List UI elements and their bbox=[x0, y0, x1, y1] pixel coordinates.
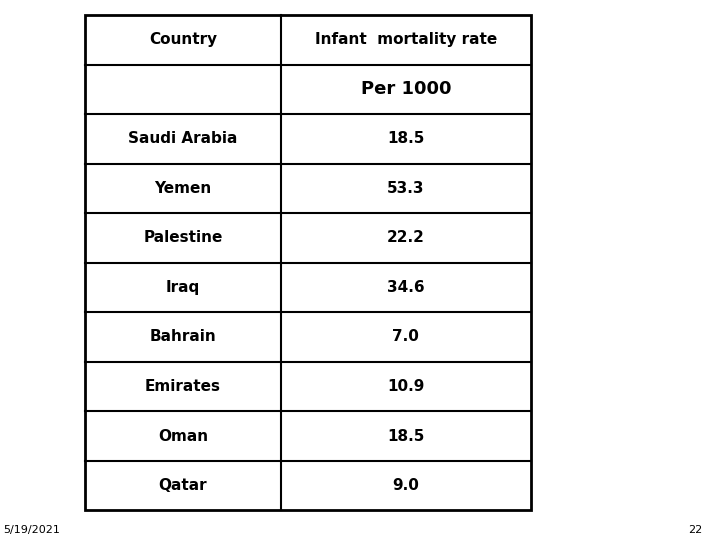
Text: 22.2: 22.2 bbox=[387, 231, 425, 246]
Text: Bahrain: Bahrain bbox=[150, 329, 217, 345]
Text: Oman: Oman bbox=[158, 429, 208, 443]
Text: Qatar: Qatar bbox=[158, 478, 207, 493]
Text: 18.5: 18.5 bbox=[387, 429, 425, 443]
Text: Emirates: Emirates bbox=[145, 379, 221, 394]
Text: Yemen: Yemen bbox=[154, 181, 212, 196]
Text: Iraq: Iraq bbox=[166, 280, 200, 295]
Text: Palestine: Palestine bbox=[143, 231, 222, 246]
Text: 7.0: 7.0 bbox=[392, 329, 419, 345]
Text: 34.6: 34.6 bbox=[387, 280, 425, 295]
Text: 22: 22 bbox=[688, 524, 702, 535]
Text: 10.9: 10.9 bbox=[387, 379, 425, 394]
Text: Infant  mortality rate: Infant mortality rate bbox=[315, 32, 497, 48]
Text: 5/19/2021: 5/19/2021 bbox=[4, 524, 60, 535]
Text: 9.0: 9.0 bbox=[392, 478, 419, 493]
Text: Country: Country bbox=[149, 32, 217, 48]
Text: Saudi Arabia: Saudi Arabia bbox=[128, 131, 238, 146]
Text: 53.3: 53.3 bbox=[387, 181, 425, 196]
Text: Per 1000: Per 1000 bbox=[361, 80, 451, 98]
Text: 18.5: 18.5 bbox=[387, 131, 425, 146]
